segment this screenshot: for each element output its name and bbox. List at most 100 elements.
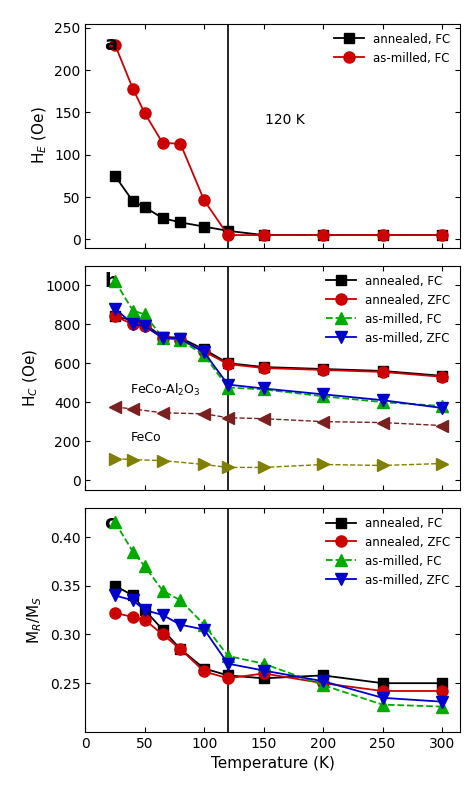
as-milled, FC — [201, 351, 207, 360]
annealed, FC — [225, 671, 231, 680]
Line: as-milled, FC: as-milled, FC — [109, 517, 447, 712]
as-milled, FC — [130, 84, 136, 94]
annealed, FC — [160, 625, 165, 634]
annealed, ZFC — [320, 365, 326, 375]
annealed, ZFC — [225, 674, 231, 683]
as-milled, FC — [439, 702, 445, 711]
annealed, ZFC — [112, 608, 118, 618]
annealed, FC — [439, 231, 445, 240]
as-milled, FC — [225, 231, 231, 240]
Text: a: a — [104, 35, 117, 54]
Line: annealed, FC: annealed, FC — [110, 171, 447, 240]
annealed, FC — [201, 222, 207, 231]
annealed, ZFC — [439, 372, 445, 382]
annealed, FC — [225, 358, 231, 368]
annealed, FC — [261, 231, 266, 240]
annealed, FC — [130, 591, 136, 600]
as-milled, ZFC — [261, 666, 266, 675]
annealed, FC — [261, 674, 266, 683]
as-milled, ZFC — [178, 334, 183, 343]
annealed, ZFC — [380, 368, 385, 377]
annealed, FC — [160, 332, 165, 342]
annealed, ZFC — [160, 333, 165, 342]
annealed, FC — [142, 202, 147, 212]
Text: FeCo-Al$_2$O$_3$: FeCo-Al$_2$O$_3$ — [130, 382, 201, 397]
annealed, ZFC — [178, 335, 183, 345]
Legend: annealed, FC, as-milled, FC: annealed, FC, as-milled, FC — [330, 30, 454, 68]
as-milled, ZFC — [201, 625, 207, 634]
Line: as-milled, ZFC: as-milled, ZFC — [109, 303, 447, 413]
Line: as-milled, FC: as-milled, FC — [109, 39, 447, 241]
as-milled, ZFC — [380, 395, 385, 405]
annealed, ZFC — [320, 678, 326, 688]
annealed, ZFC — [160, 630, 165, 639]
as-milled, FC — [160, 586, 165, 595]
as-milled, ZFC — [130, 320, 136, 329]
as-milled, ZFC — [261, 384, 266, 394]
Y-axis label: H$_E$ (Oe): H$_E$ (Oe) — [30, 107, 48, 164]
as-milled, FC — [380, 700, 385, 709]
annealed, ZFC — [142, 615, 147, 625]
as-milled, ZFC — [178, 620, 183, 630]
annealed, FC — [320, 671, 326, 680]
as-milled, ZFC — [112, 304, 118, 313]
annealed, FC — [112, 581, 118, 590]
Line: annealed, FC: annealed, FC — [110, 312, 447, 381]
as-milled, FC — [142, 561, 147, 571]
annealed, ZFC — [178, 645, 183, 654]
annealed, FC — [178, 645, 183, 654]
as-milled, ZFC — [439, 697, 445, 707]
as-milled, FC — [261, 231, 266, 240]
Text: c: c — [104, 515, 116, 534]
annealed, FC — [439, 371, 445, 381]
annealed, FC — [261, 362, 266, 371]
Text: FeCo: FeCo — [130, 430, 161, 444]
annealed, ZFC — [261, 364, 266, 373]
as-milled, FC — [178, 139, 183, 149]
annealed, ZFC — [130, 320, 136, 329]
annealed, ZFC — [130, 612, 136, 622]
as-milled, FC — [320, 681, 326, 690]
as-milled, ZFC — [320, 390, 326, 399]
Line: as-milled, ZFC: as-milled, ZFC — [109, 590, 447, 708]
as-milled, FC — [201, 196, 207, 205]
annealed, ZFC — [225, 360, 231, 369]
Line: annealed, ZFC: annealed, ZFC — [109, 311, 447, 382]
as-milled, FC — [380, 231, 385, 240]
as-milled, ZFC — [225, 659, 231, 668]
annealed, FC — [178, 333, 183, 342]
annealed, FC — [380, 231, 385, 240]
as-milled, FC — [201, 620, 207, 630]
annealed, ZFC — [201, 667, 207, 676]
as-milled, FC — [225, 651, 231, 660]
as-milled, ZFC — [380, 693, 385, 703]
as-milled, FC — [261, 385, 266, 394]
annealed, FC — [201, 345, 207, 354]
Line: as-milled, FC: as-milled, FC — [109, 275, 447, 412]
as-milled, ZFC — [112, 591, 118, 600]
as-milled, FC — [439, 231, 445, 240]
Line: annealed, FC: annealed, FC — [110, 581, 447, 688]
annealed, FC — [225, 226, 231, 235]
Legend: annealed, FC, annealed, ZFC, as-milled, FC, as-milled, ZFC: annealed, FC, annealed, ZFC, as-milled, … — [323, 272, 454, 349]
as-milled, FC — [261, 659, 266, 668]
as-milled, ZFC — [142, 605, 147, 615]
Legend: annealed, FC, annealed, ZFC, as-milled, FC, as-milled, ZFC: annealed, FC, annealed, ZFC, as-milled, … — [323, 514, 454, 590]
annealed, ZFC — [201, 347, 207, 357]
as-milled, ZFC — [130, 596, 136, 605]
annealed, ZFC — [142, 321, 147, 331]
as-milled, ZFC — [160, 610, 165, 619]
as-milled, FC — [160, 139, 165, 148]
as-milled, FC — [142, 109, 147, 118]
annealed, FC — [130, 316, 136, 325]
annealed, FC — [201, 664, 207, 674]
annealed, FC — [380, 366, 385, 375]
Line: annealed, ZFC: annealed, ZFC — [109, 608, 447, 696]
annealed, FC — [142, 320, 147, 329]
annealed, FC — [160, 213, 165, 223]
annealed, ZFC — [380, 686, 385, 696]
annealed, FC — [320, 364, 326, 374]
as-milled, ZFC — [160, 333, 165, 342]
Y-axis label: H$_C$ (Oe): H$_C$ (Oe) — [21, 349, 40, 407]
Text: b: b — [104, 272, 118, 291]
